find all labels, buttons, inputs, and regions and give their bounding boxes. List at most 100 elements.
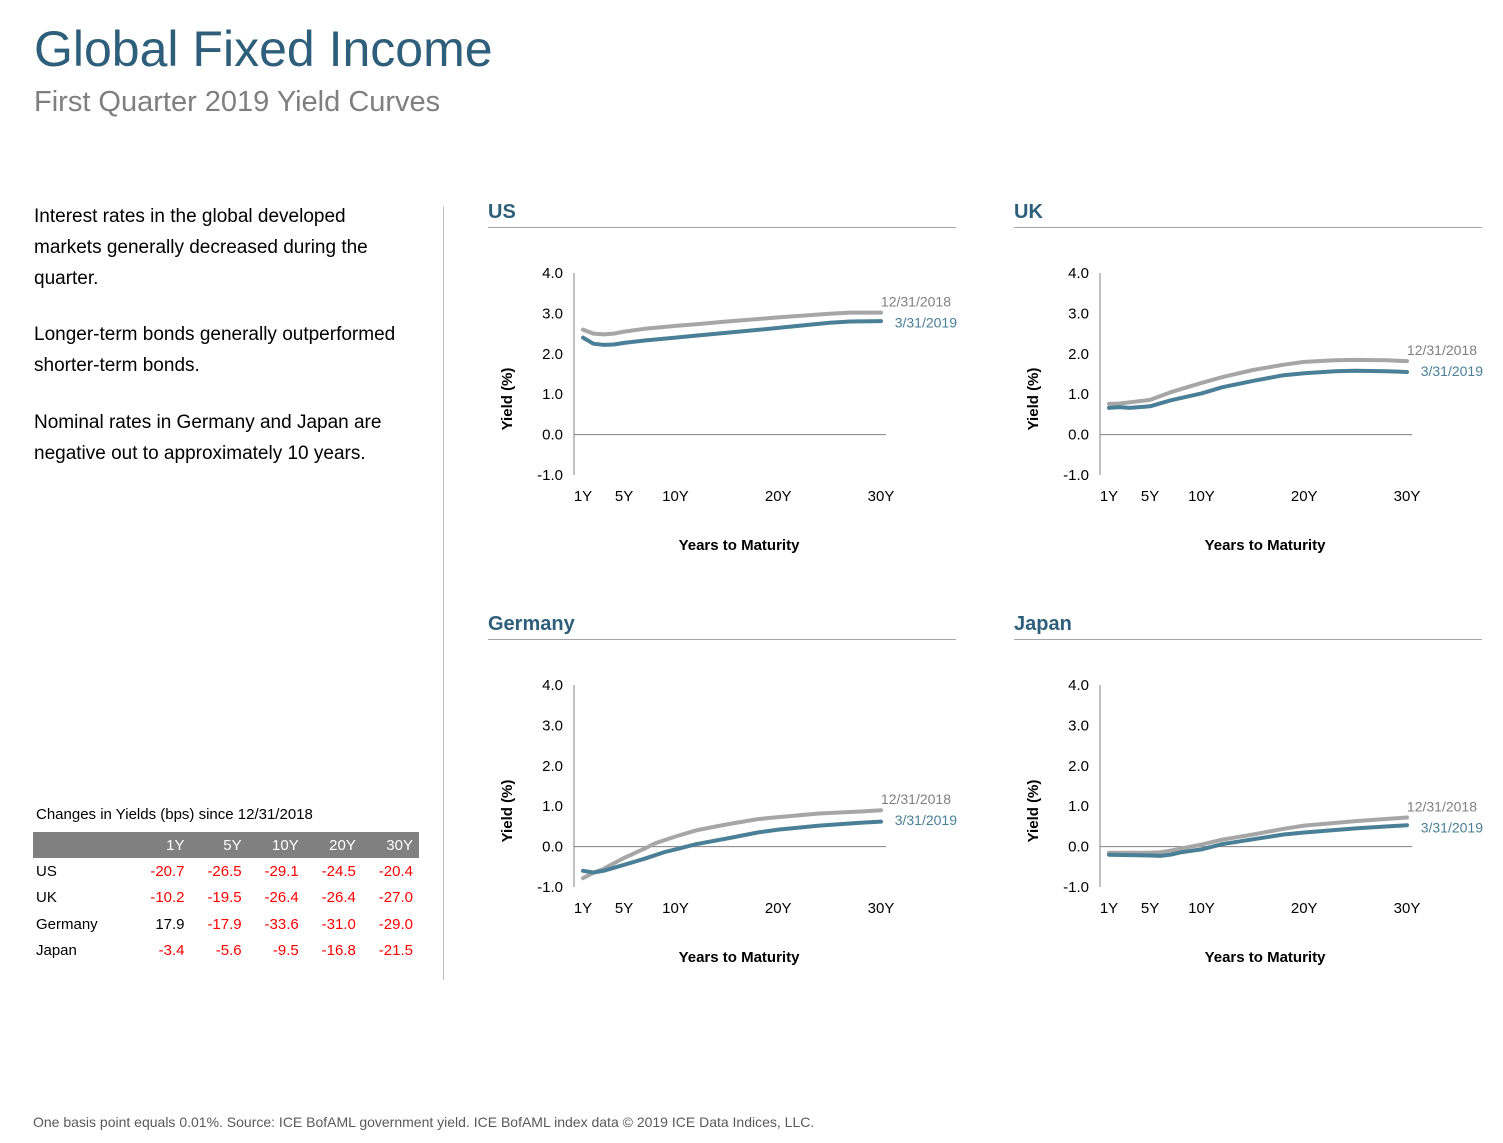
y-tick-label: 3.0 — [1068, 305, 1089, 322]
table-row: Japan -3.4 -5.6 -9.5 -16.8 -21.5 — [33, 938, 419, 965]
y-tick-label: 1.0 — [542, 386, 563, 403]
chart-title-us: US — [488, 201, 516, 223]
table-cell: -19.5 — [207, 889, 242, 907]
page-title: Global Fixed Income — [34, 21, 493, 77]
y-tick-label: 1.0 — [1068, 798, 1089, 815]
y-tick-label: 0.0 — [1068, 427, 1089, 444]
x-tick-label: 30Y — [1394, 488, 1421, 505]
chart-germany: 4.0 3.0 2.0 1.0 0.0 -1.0 1Y 5Y 10Y 20Y 30Y Years to… — [499, 677, 957, 966]
y-tick-label: 3.0 — [542, 717, 563, 734]
table-cell: -27.0 — [378, 889, 413, 907]
x-tick-label: 5Y — [615, 900, 633, 917]
x-axis-title: Years to Maturity — [1205, 537, 1327, 554]
series-label-current: 3/31/2019 — [1421, 820, 1483, 836]
commentary-paragraph-3: Nominal rates in Germany and Japan are n… — [34, 412, 382, 464]
table-cell: 17.9 — [155, 915, 185, 933]
yield-table-title: Changes in Yields (bps) since 12/31/2018 — [36, 806, 313, 823]
table-header-cell: 10Y — [247, 832, 305, 858]
y-tick-label: 0.0 — [1068, 839, 1089, 856]
y-tick-label: 2.0 — [542, 346, 563, 363]
series-line-current — [581, 319, 883, 347]
commentary-paragraph-2: Longer-term bonds generally outperformed… — [34, 324, 396, 376]
y-tick-label: 1.0 — [1068, 386, 1089, 403]
x-tick-label: 5Y — [615, 488, 633, 505]
table-row: US -20.7 -26.5 -29.1 -24.5 -20.4 — [33, 858, 419, 885]
table-cell: -17.9 — [207, 915, 242, 933]
table-header-cell: 5Y — [190, 832, 248, 858]
y-tick-label: 3.0 — [1068, 717, 1089, 734]
chart-title-germany: Germany — [488, 613, 575, 635]
table-cell: -20.4 — [378, 862, 413, 880]
table-cell: -26.5 — [207, 862, 242, 880]
table-cell-country: Germany — [36, 915, 98, 933]
table-cell: -9.5 — [272, 942, 299, 960]
x-tick-label: 1Y — [574, 900, 592, 917]
chart-uk: 4.0 3.0 2.0 1.0 0.0 -1.0 1Y 5Y 10Y 20Y 30Y Years to… — [1025, 265, 1483, 554]
x-tick-label: 30Y — [868, 900, 895, 917]
commentary-paragraph-1: Interest rates in the global developed m… — [34, 206, 368, 289]
x-tick-label: 5Y — [1141, 900, 1159, 917]
y-tick-label: 0.0 — [542, 427, 563, 444]
series-line-current — [1107, 823, 1409, 858]
series-line-prior — [581, 808, 883, 881]
y-axis-title: Yield (%) — [1025, 780, 1042, 843]
series-label-current: 3/31/2019 — [895, 812, 957, 828]
table-cell: -29.1 — [264, 862, 299, 880]
y-tick-label: 3.0 — [542, 305, 563, 322]
chart-title-rule — [488, 639, 956, 640]
page-subtitle: First Quarter 2019 Yield Curves — [34, 86, 441, 118]
chart-panel-us: US 4.0 3.0 2.0 1.0 0.0 -1.0 1Y 5Y 10Y 20Y 30Y Years… — [488, 201, 958, 561]
table-cell: -31.0 — [321, 915, 356, 933]
table-cell: -24.5 — [321, 862, 356, 880]
x-tick-label: 1Y — [1100, 900, 1118, 917]
y-tick-label: -1.0 — [1063, 467, 1089, 484]
yield-changes-table: 1Y 5Y 10Y 20Y 30Y US -20.7 -26.5 -29.1 -… — [33, 832, 419, 964]
y-tick-label: 4.0 — [1068, 265, 1089, 282]
table-header-row: 1Y 5Y 10Y 20Y 30Y — [33, 832, 419, 858]
series-line-prior — [581, 310, 883, 337]
table-header-cell — [33, 832, 134, 858]
y-tick-label: 1.0 — [542, 798, 563, 815]
table-cell: -20.7 — [150, 862, 185, 880]
chart-japan: 4.0 3.0 2.0 1.0 0.0 -1.0 1Y 5Y 10Y 20Y 30Y Years to… — [1025, 677, 1483, 966]
chart-title-rule — [1014, 639, 1482, 640]
x-axis-title: Years to Maturity — [1205, 949, 1327, 966]
table-cell: -33.6 — [264, 915, 299, 933]
series-line-prior — [1107, 357, 1409, 406]
y-tick-label: -1.0 — [537, 879, 563, 896]
series-label-prior: 12/31/2018 — [1407, 342, 1477, 358]
x-tick-label: 10Y — [1188, 488, 1215, 505]
chart-panel-japan: Japan 4.0 3.0 2.0 1.0 0.0 -1.0 1Y 5Y 10Y 20Y 30Y Ye… — [1014, 613, 1484, 973]
y-axis-title: Yield (%) — [499, 780, 516, 843]
y-tick-label: 0.0 — [542, 839, 563, 856]
y-tick-label: -1.0 — [1063, 879, 1089, 896]
series-line-current — [581, 819, 883, 875]
table-row: UK -10.2 -19.5 -26.4 -26.4 -27.0 — [33, 885, 419, 912]
x-tick-label: 10Y — [1188, 900, 1215, 917]
table-header-cell: 30Y — [361, 832, 419, 858]
table-cell: -16.8 — [321, 942, 356, 960]
vertical-divider — [443, 206, 444, 980]
x-tick-label: 1Y — [574, 488, 592, 505]
x-tick-label: 20Y — [1291, 900, 1318, 917]
footnote: One basis point equals 0.01%. Source: IC… — [33, 1114, 815, 1130]
series-label-current: 3/31/2019 — [895, 315, 957, 331]
x-tick-label: 5Y — [1141, 488, 1159, 505]
x-tick-label: 10Y — [662, 488, 689, 505]
table-cell-country: UK — [36, 889, 57, 907]
chart-title-rule — [1014, 227, 1482, 228]
table-cell: -3.4 — [158, 942, 185, 960]
y-tick-label: 2.0 — [542, 758, 563, 775]
y-tick-label: 4.0 — [542, 265, 563, 282]
x-axis-title: Years to Maturity — [679, 949, 801, 966]
table-header-cell: 1Y — [133, 832, 191, 858]
x-tick-label: 1Y — [1100, 488, 1118, 505]
y-tick-label: -1.0 — [537, 467, 563, 484]
chart-title-uk: UK — [1014, 201, 1043, 223]
y-axis-title: Yield (%) — [499, 368, 516, 431]
table-cell: -26.4 — [264, 889, 299, 907]
y-tick-label: 4.0 — [1068, 677, 1089, 694]
series-line-prior — [1107, 815, 1409, 855]
table-cell-country: US — [36, 862, 57, 880]
x-axis-title: Years to Maturity — [679, 537, 801, 554]
